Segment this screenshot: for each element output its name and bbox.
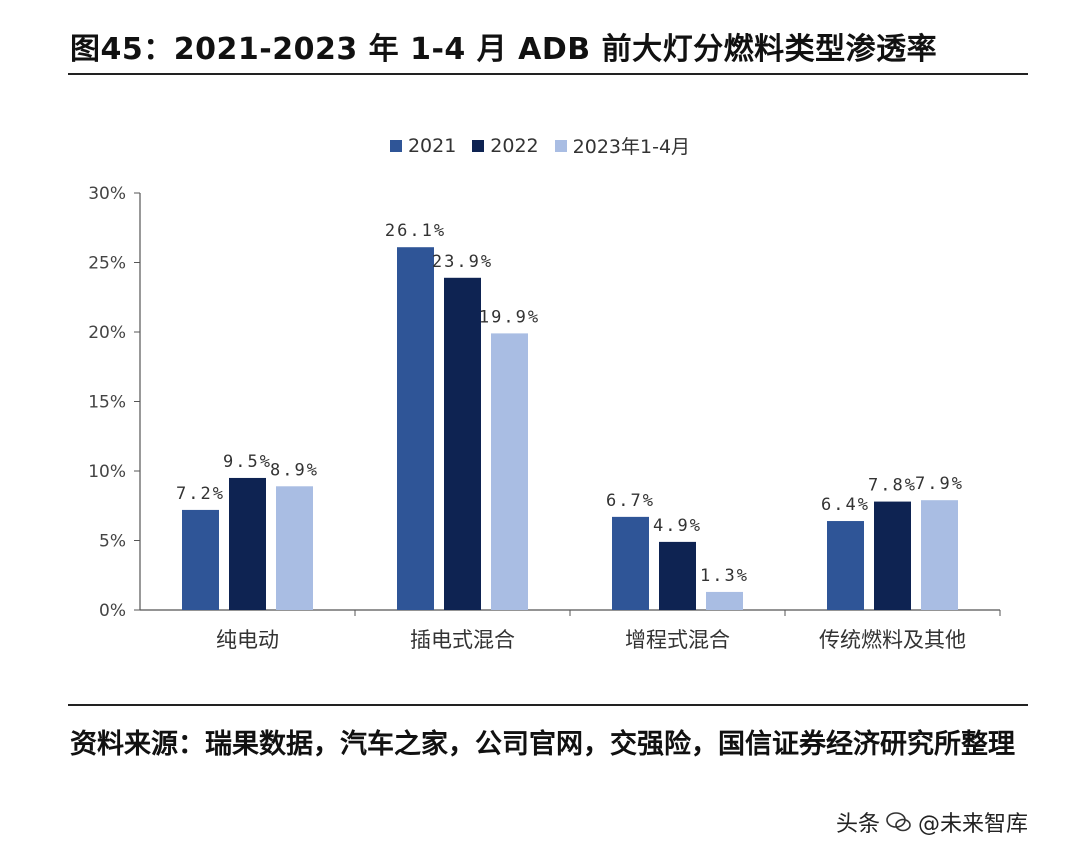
bar [827,521,864,610]
wechat-icon [886,812,911,832]
data-label: 7.9% [915,474,964,494]
data-label: 8.9% [270,460,319,480]
data-label: 19.9% [479,307,540,327]
watermark-account: @未来智库 [917,812,1028,837]
bar [229,477,266,610]
watermark-platform: 头条 [835,812,880,837]
bar [659,541,696,610]
y-tick-label: 30% [88,184,126,204]
legend-swatch-2021 [389,139,402,152]
legend-swatch-2022 [472,139,485,152]
x-tick-label: 纯电动 [216,628,279,652]
legend-item-2023: 2023年1-4月 [554,132,691,159]
x-tick-label: 传统燃料及其他 [819,628,966,652]
bar [276,486,313,610]
y-tick-label: 0% [99,601,126,621]
bar [491,333,528,610]
y-tick-label: 25% [88,254,126,274]
data-label: 7.2% [176,484,225,504]
title-rule [68,73,1028,75]
data-label: 4.9% [653,516,702,536]
legend-item-2022: 2022 [472,132,539,159]
bar [397,247,434,610]
data-label: 6.4% [821,495,870,515]
source-note: 资料来源：瑞果数据，汽车之家，公司官网，交强险，国信证券经济研究所整理 [70,729,1015,760]
bar [921,500,958,610]
bar [612,516,649,610]
legend-label-2023: 2023年1-4月 [572,136,691,158]
bar [874,501,911,610]
data-label: 1.3% [700,566,749,586]
legend-label-2021: 2021 [407,134,457,157]
bar [182,509,219,610]
x-tick-label: 插电式混合 [410,628,515,652]
data-label: 23.9% [432,252,493,272]
data-label: 7.8% [868,476,917,496]
legend-item-2021: 2021 [389,132,457,159]
data-label: 9.5% [223,452,272,472]
x-tick-label: 增程式混合 [625,628,730,652]
bar [706,591,743,610]
bar-chart: 0% 5% 10% 15% 20% 25% 30% 纯电动 7.2% 9.5%8.9% 插电式混合 2… [88,184,1001,652]
y-tick-label: 15% [88,393,126,413]
chart-legend: 2021 2022 2023年1-4月 [0,132,1080,159]
bar [444,277,481,610]
y-tick-label: 5% [99,532,126,552]
legend-label-2022: 2022 [490,134,539,157]
legend-swatch-2023 [554,139,567,152]
watermark: 头条 @未来智库 [836,806,1028,838]
data-label: 26.1% [385,221,446,241]
data-label: 6.7% [606,491,655,511]
source-rule [68,704,1028,706]
figure-title: 图45：2021-2023 年 1-4 月 ADB 前大灯分燃料类型渗透率 [70,32,938,67]
y-tick-label: 10% [88,462,126,482]
y-tick-label: 20% [88,323,126,343]
